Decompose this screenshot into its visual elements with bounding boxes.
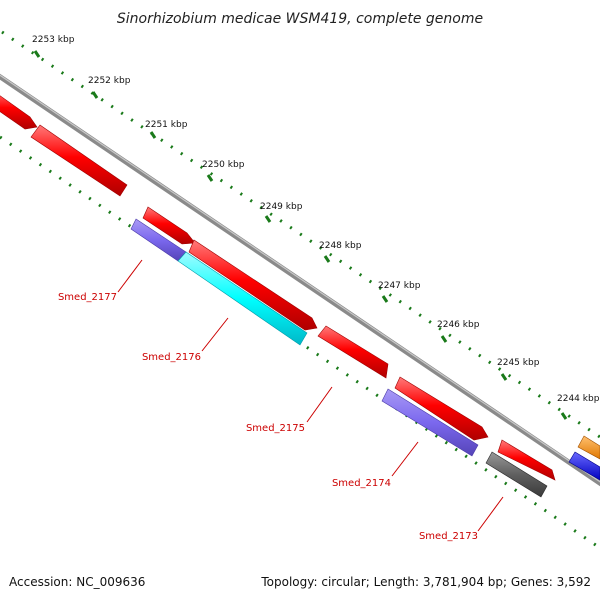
gene-forward-6[interactable] <box>394 376 489 441</box>
tick-label-2251: 2251 kbp <box>145 120 188 130</box>
gene-label-smed-2173[interactable]: Smed_2173 <box>419 531 478 542</box>
genome-backbone <box>0 73 600 487</box>
outer-ruler <box>1 30 600 439</box>
tick-label-2244: 2244 kbp <box>557 394 600 404</box>
tick-label-2250: 2250 kbp <box>202 160 245 170</box>
gene-labels: Smed_2177 Smed_2176 Smed_2175 Smed_2174 … <box>58 292 478 542</box>
tick-label-2245: 2245 kbp <box>497 358 540 368</box>
tick-label-2249: 2249 kbp <box>260 202 303 212</box>
major-ticks <box>33 50 568 420</box>
map-title: Sinorhizobium medicae WSM419, complete g… <box>117 11 483 27</box>
gene-forward-7[interactable] <box>497 439 556 481</box>
tick-label-2252: 2252 kbp <box>88 76 131 86</box>
gene-label-smed-2176[interactable]: Smed_2176 <box>142 352 201 363</box>
tick-label-2253: 2253 kbp <box>32 35 75 45</box>
accession-text: Accession: NC_009636 <box>9 575 145 589</box>
gene-forward-1[interactable] <box>0 90 38 130</box>
gene-label-smed-2177[interactable]: Smed_2177 <box>58 292 117 303</box>
label-leaders <box>117 259 504 532</box>
gene-forward-4[interactable] <box>188 239 318 331</box>
gene-reverse-blue[interactable] <box>568 451 600 481</box>
gene-smed-2173[interactable] <box>485 451 548 498</box>
genome-summary-text: Topology: circular; Length: 3,781,904 bp… <box>260 575 591 589</box>
gene-forward-3[interactable] <box>142 206 196 245</box>
tick-label-2248: 2248 kbp <box>319 241 362 251</box>
gene-forward-5[interactable] <box>317 325 389 379</box>
inner-ruler <box>0 135 600 550</box>
tick-label-2247: 2247 kbp <box>378 281 421 291</box>
gene-label-smed-2175[interactable]: Smed_2175 <box>246 423 305 434</box>
tick-label-2246: 2246 kbp <box>437 320 480 330</box>
reverse-genes <box>130 218 600 498</box>
gene-forward-2[interactable] <box>30 124 128 197</box>
forward-genes <box>0 90 600 481</box>
gene-label-smed-2174[interactable]: Smed_2174 <box>332 478 391 489</box>
tick-labels: 2253 kbp 2252 kbp 2251 kbp 2250 kbp 2249… <box>32 35 600 404</box>
gene-forward-orange[interactable] <box>577 435 600 460</box>
gene-smed-2176[interactable] <box>177 251 308 346</box>
gene-smed-2174[interactable] <box>381 388 479 457</box>
